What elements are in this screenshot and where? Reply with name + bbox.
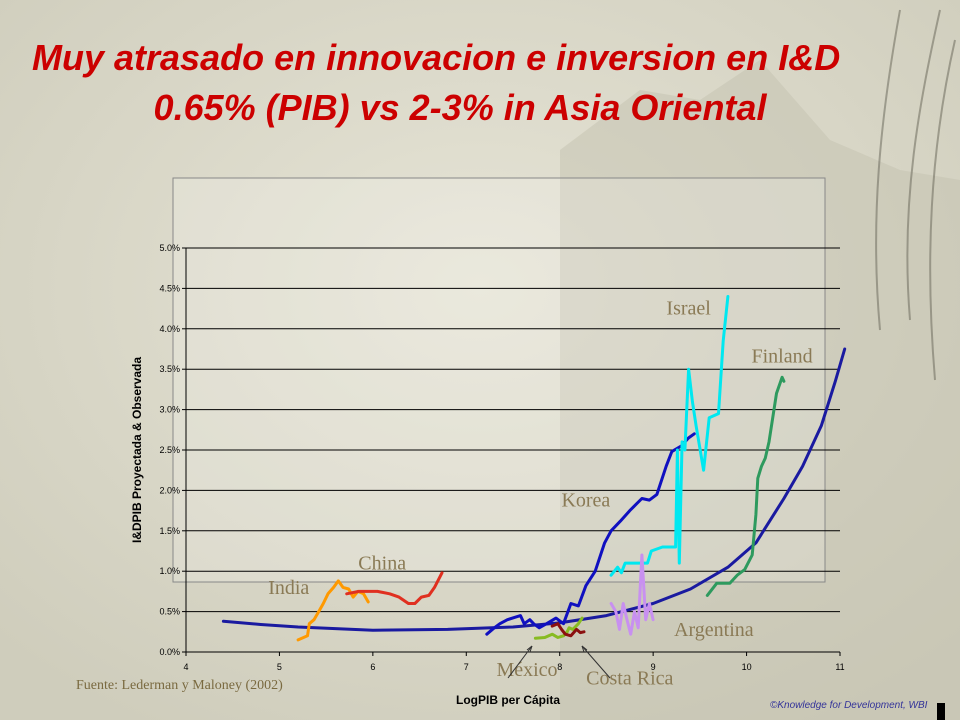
x-tick-label: 11 [835,662,844,672]
series-line-finland [705,375,786,597]
x-tick-label: 7 [464,662,469,672]
mountain-silhouette [560,60,960,720]
chart-area-frame [172,177,826,583]
x-axis-label: LogPIB per Cápita [456,693,560,707]
label-mexico: México [496,659,557,681]
y-tick-label: 0.0% [159,647,180,657]
series-line-costa-rica [550,622,586,638]
x-tick-label: 6 [370,662,375,672]
y-tick-label: 3.0% [159,405,180,415]
grid [186,247,840,613]
annotation-arrows [507,645,611,679]
y-tick-label: 2.0% [159,485,180,495]
label-korea: Korea [561,490,610,512]
x-tick-label: 4 [183,662,188,672]
series-line-china [345,571,444,605]
label-china: China [358,553,406,575]
slide-title-line2: 0.65% (PIB) vs 2-3% in Asia Oriental [153,87,767,128]
y-tick-label: 5.0% [159,243,180,253]
x-tick-label: 8 [557,662,562,672]
label-india: India [268,577,309,599]
copyright-note: ©Knowledge for Development, WBI [770,700,928,711]
y-tick-label: 3.5% [159,364,180,374]
y-axis-ticks: 0.0% 0.5% 1.0% 1.5% 2.0% 2.5% 3.0% 3.5% 4.0% 4.5%… [159,243,186,657]
label-israel: Israel [666,297,711,319]
y-tick-label: 4.5% [159,283,180,293]
label-costa-rica: Costa Rica [586,667,673,689]
y-tick-label: 4.0% [159,324,180,334]
series-line-argentina [609,553,655,636]
y-tick-label: 2.5% [159,445,180,455]
corner-mark [937,703,945,720]
series-line-fitted [221,347,847,632]
x-tick-label: 5 [277,662,282,672]
label-argentina: Argentina [674,619,754,641]
y-tick-label: 1.5% [159,526,180,536]
willow-branches [875,9,956,381]
y-axis-label: I&DPIB Proyectada & Observada [130,357,144,543]
source-note: Fuente: Lederman y Maloney (2002) [76,678,283,693]
series-line-israel [609,295,730,577]
y-tick-label: 1.0% [159,566,180,576]
y-tick-label: 0.5% [159,607,180,617]
x-tick-label: 9 [651,662,656,672]
label-finland: Finland [752,346,813,368]
series-group [221,295,847,642]
x-tick-label: 10 [742,662,752,672]
annotations-group: Israel Finland Korea China India Argentina Méx… [268,297,812,689]
series-line-korea [485,432,696,636]
x-axis-ticks: 4 5 6 7 8 9 10 11 [183,652,845,672]
slide-title-line1: Muy atrasado en innovacion e inversion e… [32,37,841,78]
